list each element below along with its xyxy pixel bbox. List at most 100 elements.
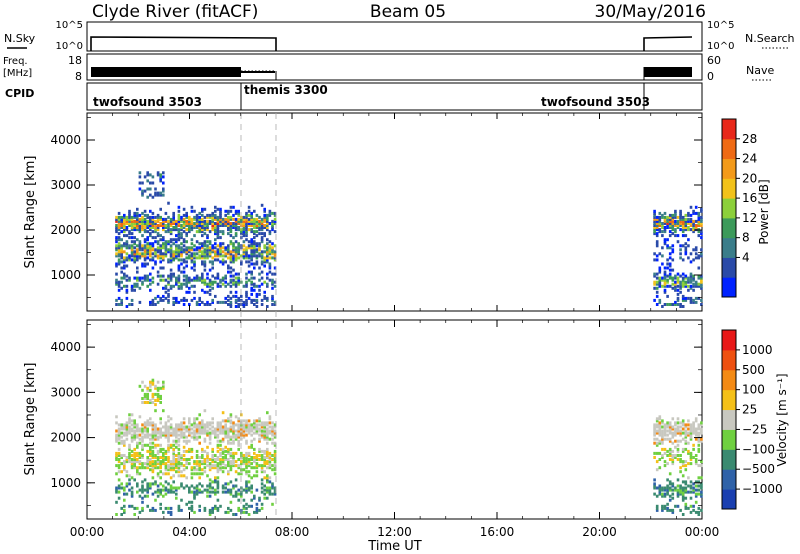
heatmap-cell [229,413,233,417]
heatmap-cell [115,282,118,286]
heatmap-cell [177,238,181,242]
heatmap-cell [123,425,126,429]
heatmap-cell [146,244,149,248]
heatmap-cell [182,260,186,264]
heatmap-cell [658,219,662,223]
heatmap-cell [697,282,701,286]
heatmap-cell [234,300,238,304]
heatmap-cell [255,419,259,423]
heatmap-cell [169,222,173,225]
heatmap-cell [658,282,662,286]
heatmap-cell [216,464,220,468]
heatmap-cell [117,248,121,252]
heatmap-cell [263,256,266,260]
heatmap-cell [266,427,269,431]
heatmap-cell [203,431,207,435]
heatmap-cell [234,222,238,225]
heatmap-cell [666,421,669,425]
heatmap-cell [687,449,690,453]
heatmap-cell [676,280,680,284]
heatmap-cell [151,230,155,234]
heatmap-cell [162,226,165,229]
heatmap-cell [162,181,165,185]
heatmap-cell [268,240,272,244]
y-tick-label: 2000 [50,223,81,237]
heatmap-cell [268,266,272,270]
heatmap-cell [172,474,175,478]
heatmap-cell [208,288,212,292]
heatmap-cell [258,254,261,258]
heatmap-cell [260,468,264,472]
heatmap-cell [245,462,248,466]
heatmap-cell [216,443,220,447]
heatmap-cell [679,290,682,294]
heatmap-cell [229,234,233,238]
heatmap-cell [692,278,695,282]
heatmap-cell [162,224,165,227]
heatmap-cell [671,458,675,461]
heatmap-cell [661,284,664,288]
heatmap-cell [694,296,698,300]
heatmap-cell [658,228,662,232]
heatmap-cell [245,456,248,459]
heatmap-cell [658,431,662,435]
heatmap-cell [694,462,698,466]
heatmap-cell [273,425,277,429]
heatmap-cell [149,244,152,248]
heatmap-cell [198,224,201,227]
heatmap-cell [221,447,225,451]
heatmap-cell [123,468,126,472]
heatmap-cell [203,290,207,294]
heatmap-cell [167,201,170,205]
colorbar-tick-label: −25 [742,422,767,436]
heatmap-cell [221,230,225,234]
heatmap-cell [250,280,253,284]
heatmap-cell [201,454,204,457]
heatmap-cell [245,280,248,284]
heatmap-cell [167,482,170,486]
heatmap-cell [156,443,160,447]
heatmap-cell [216,480,220,484]
heatmap-cell [198,456,201,459]
heatmap-cell [128,488,131,492]
heatmap-cell [211,429,214,433]
heatmap-cell [151,482,155,486]
heatmap-cell [162,386,165,390]
heatmap-cell [266,431,269,435]
heatmap-cell [167,472,170,476]
heatmap-cell [247,264,251,268]
heatmap-cell [117,464,121,468]
heatmap-cell [211,224,214,227]
heatmap-cell [115,236,118,240]
heatmap-cell [266,219,269,223]
heatmap-cell [266,276,269,280]
heatmap-cell [193,268,196,272]
heatmap-cell [128,254,131,258]
heatmap-cell [154,222,157,225]
heatmap-cell [661,488,664,492]
heatmap-cell [674,456,677,459]
heatmap-cell [149,219,152,223]
heatmap-cell [136,250,139,254]
heatmap-cell [689,276,693,280]
heatmap-cell [219,460,222,464]
heatmap-cell [668,486,672,490]
heatmap-cell [671,488,675,492]
heatmap-cell [133,219,136,223]
heatmap-cell [219,431,222,435]
heatmap-cell [159,470,162,474]
heatmap-cell [211,228,214,232]
heatmap-cell [681,513,685,516]
heatmap-cell [195,226,199,229]
heatmap-cell [123,250,126,254]
heatmap-cell [120,256,123,260]
heatmap-cell [198,490,201,494]
heatmap-cell [697,513,701,516]
heatmap-cell [185,224,188,227]
heatmap-cell [164,435,168,439]
heatmap-cell [208,240,212,244]
heatmap-cell [658,417,662,421]
heatmap-cell [694,437,698,441]
heatmap-cell [143,394,147,398]
heatmap-cell [655,429,659,433]
